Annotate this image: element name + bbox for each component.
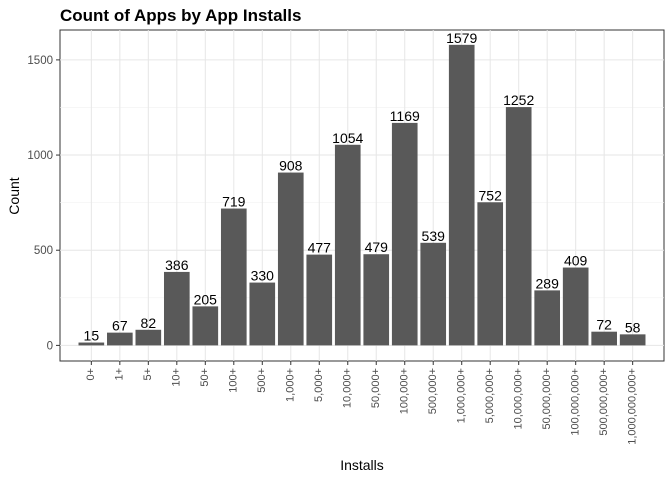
data-label: 58 bbox=[625, 319, 641, 335]
x-tick-label: 5,000,000+ bbox=[484, 368, 496, 423]
x-tick-label: 1,000+ bbox=[285, 368, 297, 402]
x-tick-label: 500,000+ bbox=[427, 368, 439, 414]
bar bbox=[135, 329, 162, 346]
bar bbox=[78, 342, 105, 346]
x-tick-label: 500,000,000+ bbox=[598, 368, 610, 436]
bar bbox=[391, 122, 418, 346]
x-tick-label: 5,000+ bbox=[313, 368, 325, 402]
bar bbox=[448, 44, 475, 346]
bar bbox=[619, 334, 646, 346]
x-tick-label: 100,000+ bbox=[399, 368, 411, 414]
y-tick-label: 0 bbox=[47, 340, 53, 352]
x-tick-label: 10,000+ bbox=[342, 368, 354, 408]
bar bbox=[534, 290, 561, 346]
bar bbox=[277, 172, 304, 346]
bar bbox=[363, 254, 390, 346]
x-axis-title: Installs bbox=[340, 457, 384, 473]
bar bbox=[249, 282, 276, 346]
x-tick-label: 1,000,000,000+ bbox=[627, 368, 639, 445]
data-label: 1169 bbox=[390, 108, 420, 124]
bar bbox=[505, 107, 532, 346]
y-tick-label: 500 bbox=[34, 245, 53, 257]
bar bbox=[334, 144, 361, 346]
x-tick-label: 1,000,000+ bbox=[456, 368, 468, 423]
data-label: 1252 bbox=[503, 92, 534, 108]
x-tick-label: 10,000,000+ bbox=[513, 368, 525, 429]
chart-title: Count of Apps by App Installs bbox=[60, 6, 302, 25]
data-label: 1579 bbox=[446, 30, 477, 46]
data-label: 539 bbox=[422, 228, 446, 244]
x-tick-label: 50+ bbox=[199, 368, 211, 387]
data-label: 1054 bbox=[332, 130, 363, 146]
data-label: 72 bbox=[596, 317, 612, 333]
data-label: 719 bbox=[222, 194, 246, 210]
x-tick-label: 0+ bbox=[85, 368, 97, 381]
y-tick-label: 1500 bbox=[27, 55, 53, 67]
x-tick-label: 50,000,000+ bbox=[541, 368, 553, 429]
data-label: 15 bbox=[84, 328, 100, 344]
bar bbox=[420, 242, 447, 346]
data-label: 330 bbox=[251, 268, 275, 284]
x-tick-label: 1+ bbox=[114, 368, 126, 381]
data-label: 409 bbox=[564, 253, 588, 269]
bar bbox=[562, 267, 589, 346]
bar bbox=[477, 202, 504, 346]
y-axis-title: Count bbox=[6, 177, 22, 214]
x-tick-label: 50,000+ bbox=[370, 368, 382, 408]
x-tick-label: 100,000,000+ bbox=[570, 368, 582, 436]
data-label: 205 bbox=[194, 291, 218, 307]
x-axis: 0+ 1+ 5+ 10+ 50+ 100+ 500+ 1,000+ 5,000+ 10,000+ 5… bbox=[85, 361, 639, 445]
bar bbox=[192, 306, 219, 346]
bar bbox=[306, 254, 333, 346]
data-label: 289 bbox=[536, 275, 560, 291]
x-tick-label: 5+ bbox=[142, 368, 154, 381]
data-label: 752 bbox=[479, 187, 503, 203]
data-label: 82 bbox=[141, 315, 157, 331]
bar bbox=[163, 271, 190, 346]
bar bbox=[591, 331, 617, 346]
data-label: 479 bbox=[365, 239, 389, 255]
y-tick-label: 1000 bbox=[27, 150, 53, 162]
data-label: 908 bbox=[279, 158, 303, 174]
x-tick-label: 100+ bbox=[228, 368, 240, 393]
data-label: 477 bbox=[308, 240, 332, 256]
data-label: 67 bbox=[112, 318, 128, 334]
x-tick-label: 500+ bbox=[256, 368, 268, 393]
bar bbox=[107, 332, 133, 346]
data-labels-group: 15 67 82 386 205 719 330 908 477 1054 479 1169 539 15… bbox=[84, 30, 641, 344]
y-axis: 0 500 1000 1500 bbox=[27, 55, 60, 352]
x-tick-label: 10+ bbox=[171, 368, 183, 387]
data-label: 386 bbox=[165, 257, 189, 273]
bars-group bbox=[78, 44, 646, 346]
bar bbox=[220, 208, 247, 346]
